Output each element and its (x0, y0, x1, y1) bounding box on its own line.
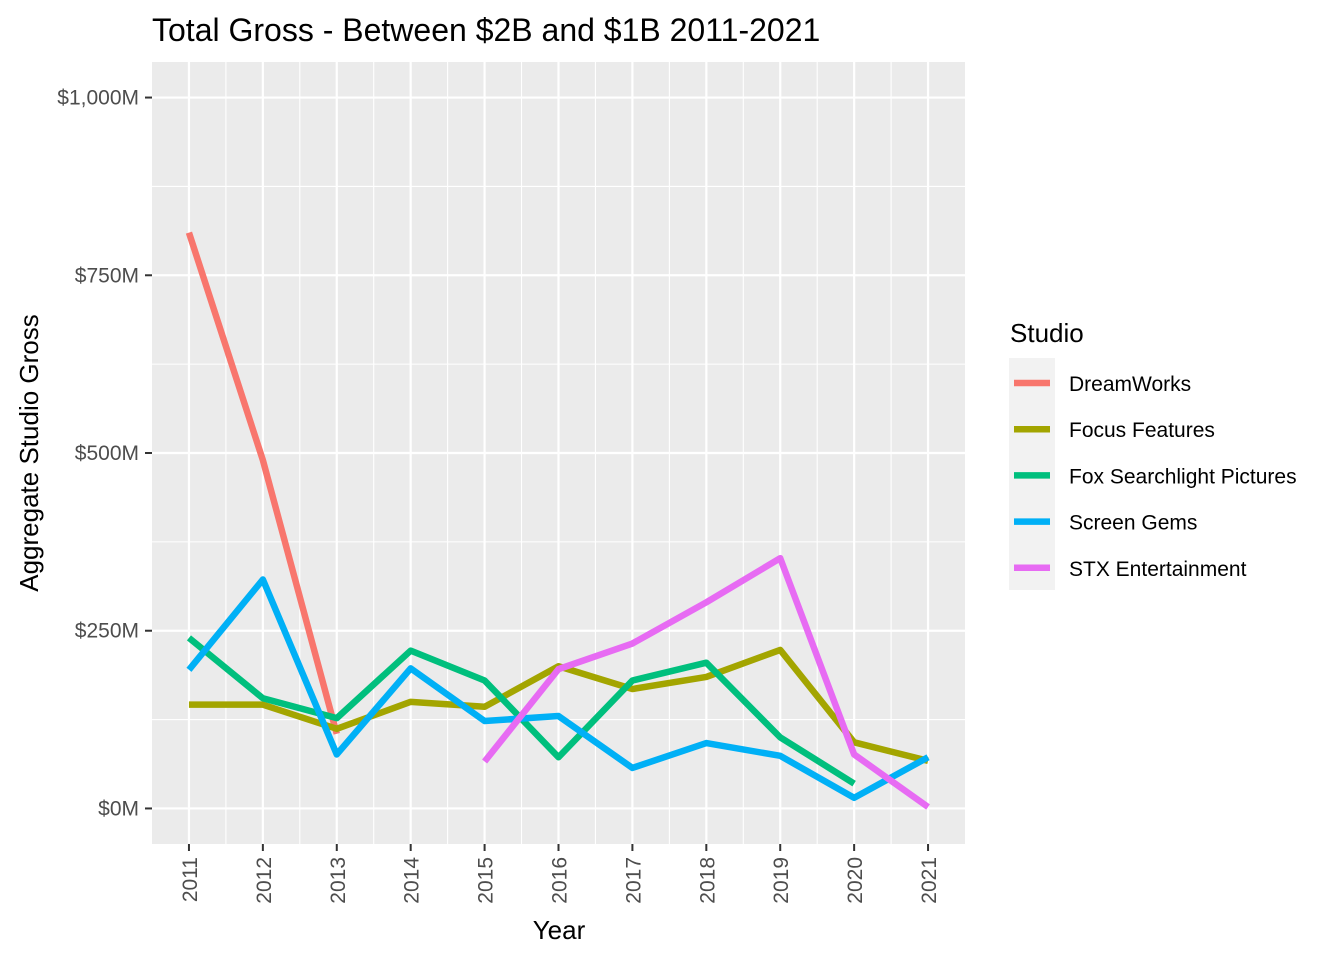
y-tick-label: $1,000M (57, 87, 139, 110)
legend-title: Studio (1010, 318, 1084, 348)
legend-label: Screen Gems (1069, 512, 1197, 535)
legend-label: Fox Searchlight Pictures (1069, 465, 1297, 488)
x-tick-label: 2014 (401, 857, 424, 904)
x-tick-label: 2018 (696, 857, 719, 904)
y-tick-label: $0M (98, 797, 139, 820)
x-tick-label: 2013 (327, 857, 350, 904)
gridlines (152, 62, 965, 844)
legend-label: Focus Features (1069, 419, 1215, 442)
x-tick-label: 2011 (179, 857, 202, 902)
chart-title: Total Gross - Between $2B and $1B 2011-2… (152, 12, 820, 48)
series-lines (185, 231, 930, 810)
x-axis: 2011 2012 2013 2014 2015 2016 2017 2018 2019 2020… (179, 844, 941, 904)
legend-label: STX Entertainment (1069, 558, 1247, 581)
x-tick-label: 2016 (549, 857, 572, 904)
series-line-stx-entertainment (482, 554, 930, 810)
y-tick-label: $750M (75, 264, 139, 287)
x-tick-label: 2020 (844, 857, 867, 904)
series-line-screen-gems (186, 576, 930, 802)
x-tick-label: 2012 (253, 857, 276, 904)
x-axis-title: Year (533, 915, 586, 945)
x-tick-label: 2015 (475, 857, 498, 904)
y-axis: $0M $250M $500M $750M $1,000M (57, 87, 152, 820)
y-tick-label: $250M (75, 620, 139, 643)
y-axis-title: Aggregate Studio Gross (14, 314, 44, 592)
x-tick-label: 2019 (770, 857, 793, 904)
x-tick-label: 2017 (622, 857, 645, 904)
x-tick-label: 2021 (918, 857, 941, 904)
legend: Studio DreamWorks Focus Features Fox Searc… (1009, 318, 1297, 590)
y-tick-label: $500M (75, 442, 139, 465)
series-line-dreamworks (185, 231, 340, 735)
legend-label: DreamWorks (1069, 373, 1191, 396)
